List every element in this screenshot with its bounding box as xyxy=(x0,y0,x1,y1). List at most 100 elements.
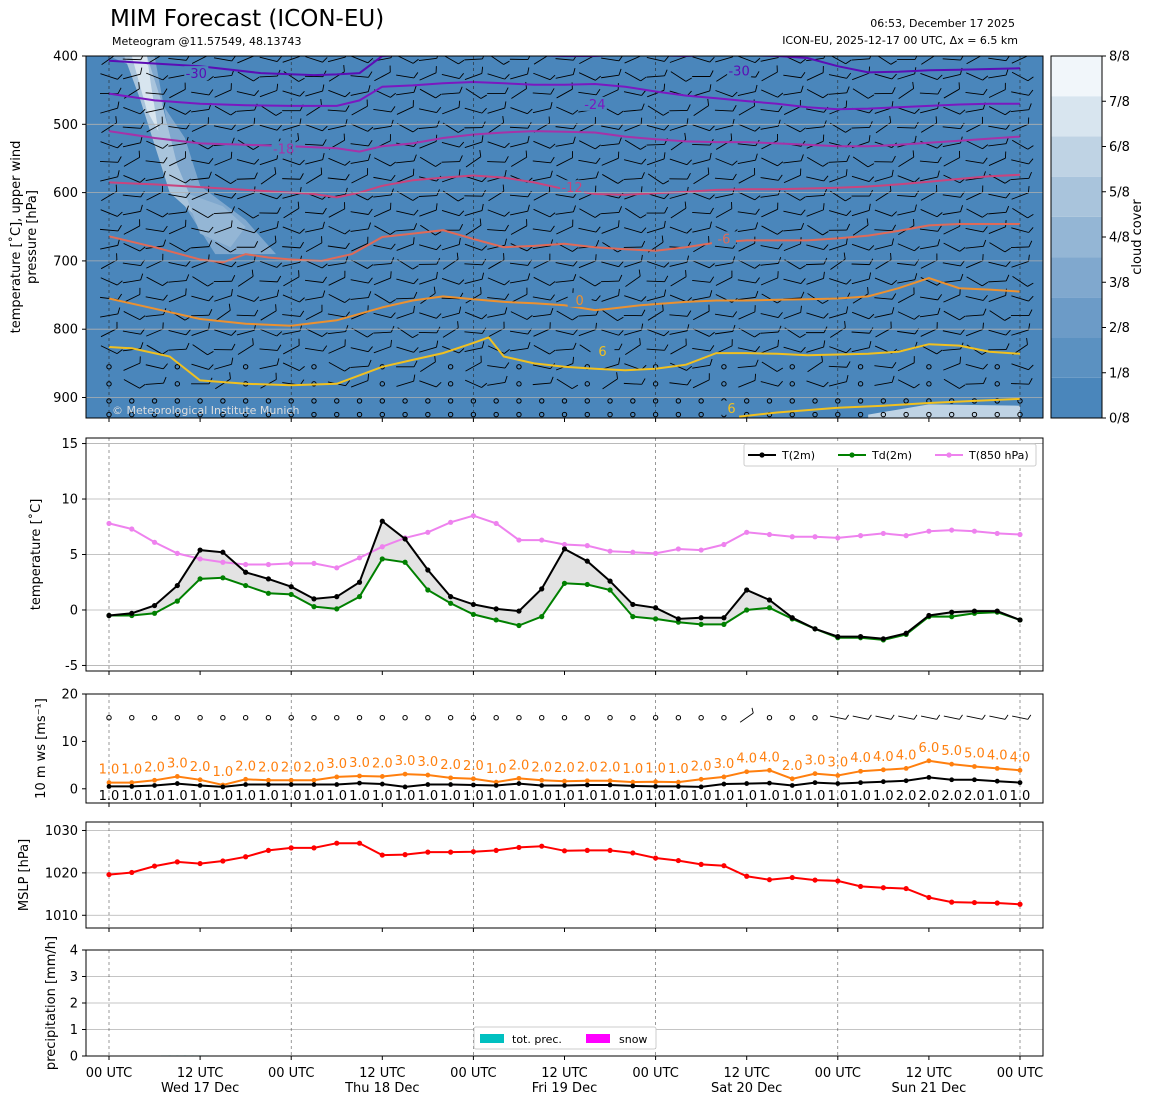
wind-barb-flag xyxy=(345,380,351,387)
wind-barb-shaft xyxy=(487,365,506,369)
wind-barb-shaft xyxy=(760,125,779,130)
wind-barb-flag xyxy=(732,91,738,97)
colorbar-segment xyxy=(1051,297,1102,338)
wind-barb-flag xyxy=(413,209,419,216)
wind-barb-shaft xyxy=(806,244,824,251)
wind-barb-icon xyxy=(714,242,737,249)
wind-barb-icon xyxy=(784,191,806,201)
wind-barb-shaft xyxy=(214,158,232,166)
wind-barb-icon xyxy=(169,151,186,167)
wind-barb-flag xyxy=(641,378,646,385)
wind-barb-icon xyxy=(852,88,875,99)
series-point xyxy=(357,773,362,779)
wind-barb-flag xyxy=(504,169,507,177)
series-point xyxy=(630,614,636,620)
wind-barb-flag xyxy=(686,310,692,317)
calm-wind-icon xyxy=(721,364,727,370)
wind-barb-flag xyxy=(550,101,553,109)
wind-barb-shaft xyxy=(919,228,938,232)
mean-wind-label: 1.0 xyxy=(167,789,188,804)
wind-barb-icon xyxy=(874,169,894,182)
legend-marker xyxy=(946,452,952,458)
series-point xyxy=(311,560,317,566)
wind-barb-flag xyxy=(777,243,783,250)
series-point xyxy=(767,767,772,773)
wind-barb-flag xyxy=(800,222,805,230)
wind-barb-icon xyxy=(579,140,601,150)
series-point xyxy=(448,849,454,855)
wind-barb-flag xyxy=(982,185,984,193)
wind-barb-shaft xyxy=(555,194,574,198)
wind-barb-flag xyxy=(889,115,892,123)
y-tick-label: 4 xyxy=(70,944,78,959)
wind-barb-icon xyxy=(191,56,209,64)
wind-barb-flag xyxy=(389,65,391,73)
wind-barb-shaft xyxy=(237,344,254,355)
calm-wind-icon xyxy=(789,398,795,404)
mean-wind-label: 1.0 xyxy=(144,789,165,804)
wind-barb-flag xyxy=(822,299,829,304)
wind-barb-shaft xyxy=(146,208,163,218)
wind-barb-flag xyxy=(253,76,260,82)
wind-barb-shaft xyxy=(419,209,437,217)
wind-barb-icon xyxy=(851,272,872,285)
wind-barb-flag xyxy=(800,278,806,284)
wind-barb-flag xyxy=(616,372,618,379)
series-point xyxy=(356,555,363,561)
gust-label: 1.0 xyxy=(668,762,689,777)
day-label: Wed 17 Dec xyxy=(161,1081,239,1096)
wind-barb-shaft xyxy=(396,160,415,164)
wind-barb-shaft xyxy=(146,276,163,287)
series-point xyxy=(243,569,249,575)
wind-barb-shaft xyxy=(989,310,1006,321)
wind-barb-flag xyxy=(433,286,436,294)
wind-barb-flag xyxy=(640,214,647,219)
wind-barb-flag xyxy=(117,101,120,109)
wind-barb-icon xyxy=(693,167,710,185)
wind-barb-shaft xyxy=(579,140,596,150)
wind-barb-flag xyxy=(277,207,281,214)
series-point xyxy=(470,611,476,618)
wind-barb-shaft xyxy=(852,72,870,81)
wind-barb-flag xyxy=(436,340,439,348)
wind-barb-shaft xyxy=(145,296,164,301)
calm-wind-icon xyxy=(607,411,613,418)
wind-barb-icon xyxy=(350,277,373,284)
wind-barb-icon xyxy=(806,326,828,334)
wind-barb-shaft xyxy=(351,56,369,64)
wind-barb-shaft xyxy=(601,212,620,215)
wind-barb-icon xyxy=(920,322,938,337)
wind-barb-icon xyxy=(851,341,872,353)
wind-barb-icon xyxy=(305,56,328,63)
wind-barb-shaft xyxy=(191,314,210,317)
wind-barb-flag xyxy=(914,108,920,114)
calm-wind-icon xyxy=(721,714,727,721)
wind-barb-flag xyxy=(959,109,966,115)
wind-barb-icon xyxy=(123,175,146,183)
wind-barb-flag xyxy=(866,218,869,226)
mean-wind-label: 1.0 xyxy=(714,789,735,804)
series-point xyxy=(584,558,590,564)
wind-barb-shaft xyxy=(351,243,368,252)
series-point xyxy=(334,594,340,600)
series-point xyxy=(607,548,613,554)
wind-barb-icon xyxy=(624,295,647,302)
series-point xyxy=(744,529,750,535)
wind-barb-shaft xyxy=(670,276,687,287)
wind-barb-shaft xyxy=(122,126,141,129)
series-point xyxy=(653,605,659,611)
isotherm-line xyxy=(108,223,1020,264)
wind-barb-flag xyxy=(937,225,942,232)
wind-barb-icon xyxy=(692,290,713,301)
wind-barb-shaft xyxy=(213,125,232,131)
wind-barb-shaft xyxy=(214,329,232,336)
series-point xyxy=(653,616,659,622)
series-point xyxy=(698,784,704,790)
wind-barb-flag xyxy=(777,312,783,318)
series-point xyxy=(584,847,590,854)
wind-barb-icon xyxy=(487,141,510,149)
wind-barb-icon xyxy=(646,124,670,131)
wind-barb-flag xyxy=(936,253,938,261)
wind-barb-shaft xyxy=(350,380,369,388)
wind-barb-flag xyxy=(937,74,943,80)
